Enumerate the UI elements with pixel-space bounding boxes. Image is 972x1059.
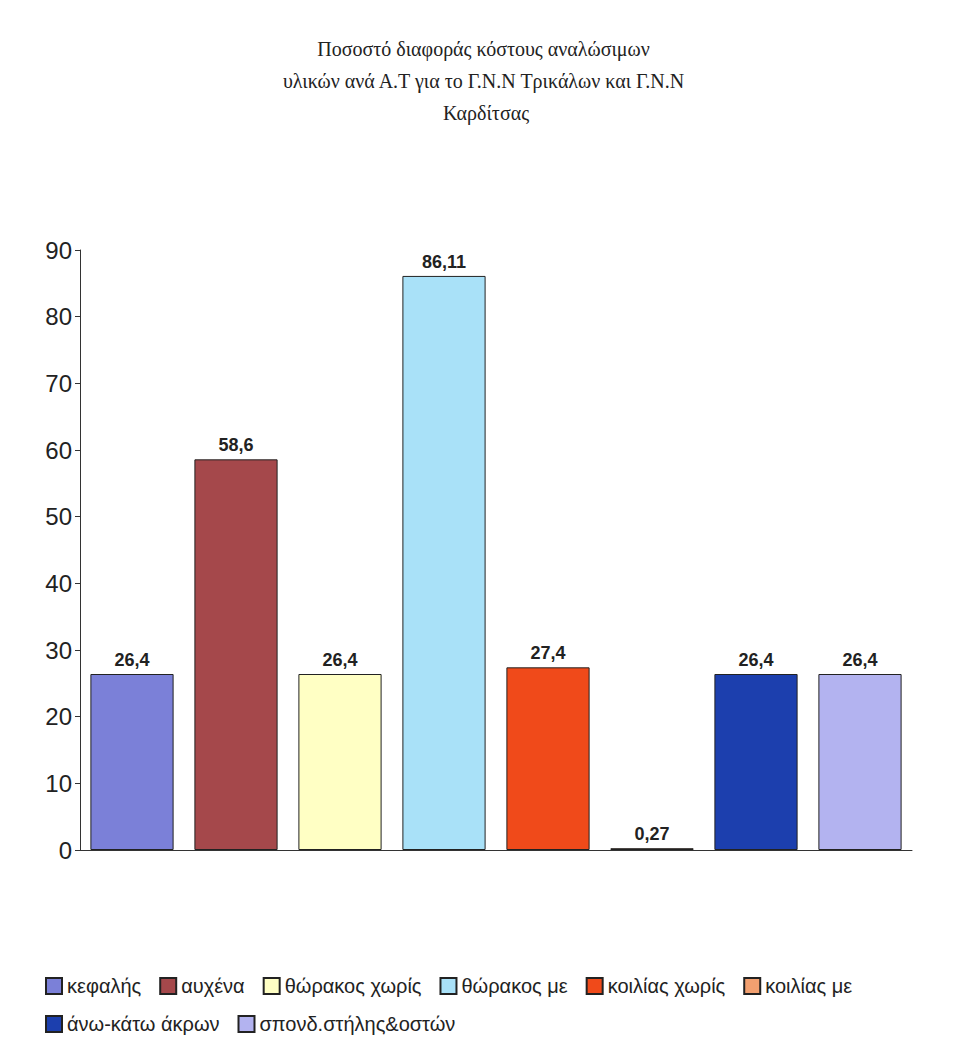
svg-text:10: 10 [45,770,72,797]
svg-text:30: 30 [45,637,72,664]
svg-text:26,4: 26,4 [738,650,773,670]
svg-text:0: 0 [59,837,72,864]
svg-text:υλικών ανά Α.Τ για το Γ.Ν.Ν Τρ: υλικών ανά Α.Τ για το Γ.Ν.Ν Τρικάλων και… [283,70,689,93]
svg-text:σπονδ.στήλης&οστών: σπονδ.στήλης&οστών [260,1013,456,1035]
svg-text:86,11: 86,11 [422,252,466,272]
svg-text:αυχένα: αυχένα [181,975,244,997]
svg-text:26,4: 26,4 [114,650,149,670]
svg-text:Ποσοστό διαφοράς κόστους αναλώ: Ποσοστό διαφοράς κόστους αναλώσιμων [317,38,654,61]
svg-text:90: 90 [45,237,72,264]
svg-text:27,4: 27,4 [530,643,565,663]
svg-text:26,4: 26,4 [842,650,877,670]
svg-text:20: 20 [45,703,72,730]
svg-text:80: 80 [45,303,72,330]
svg-text:κοιλίας με: κοιλίας με [765,975,852,997]
svg-text:κοιλίας χωρίς: κοιλίας χωρίς [608,975,726,997]
svg-text:κεφαλής: κεφαλής [67,975,142,997]
svg-text:26,4: 26,4 [322,650,357,670]
svg-text:θώρακος χωρίς: θώρακος χωρίς [285,975,422,997]
svg-text:θώρακος με: θώρακος με [461,975,567,997]
svg-text:0,27: 0,27 [634,824,669,844]
svg-text:70: 70 [45,370,72,397]
svg-text:άνω-κάτω άκρων: άνω-κάτω άκρων [67,1013,220,1035]
svg-text:Καρδίτσας: Καρδίτσας [443,102,529,125]
svg-text:60: 60 [45,437,72,464]
svg-text:50: 50 [45,503,72,530]
svg-text:58,6: 58,6 [218,435,253,455]
svg-text:40: 40 [45,570,72,597]
